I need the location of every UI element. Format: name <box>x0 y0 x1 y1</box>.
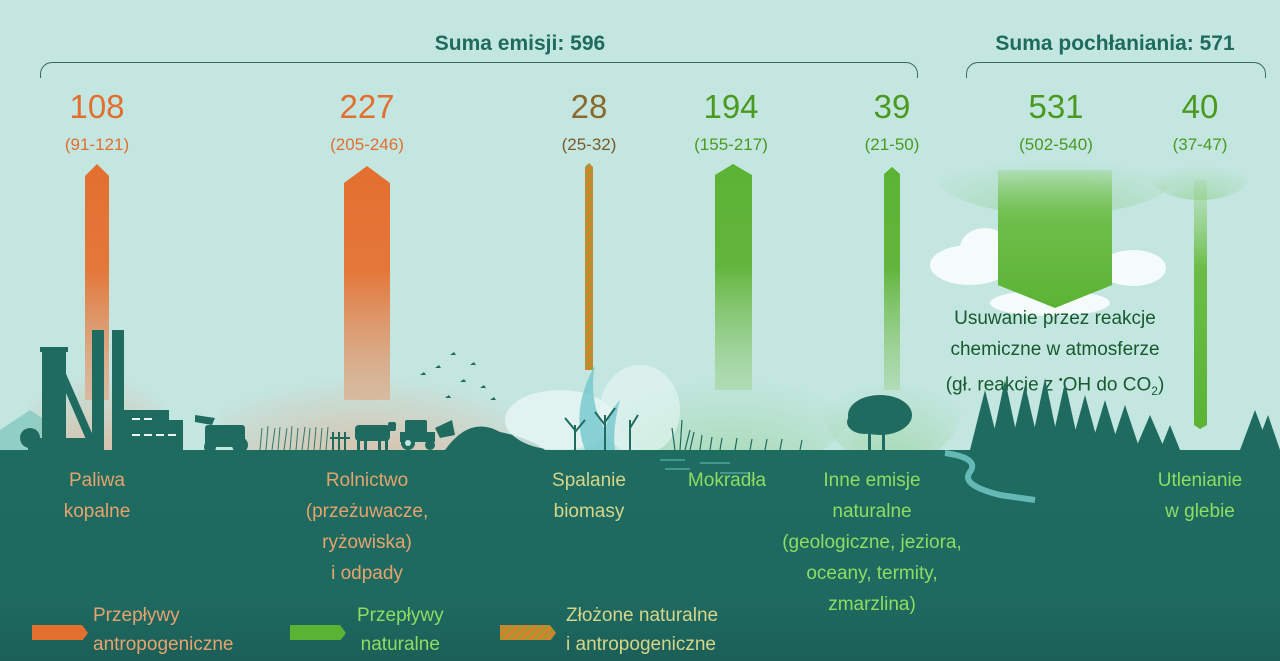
tree-icon <box>847 395 912 450</box>
note-line-2: chemiczne w atmosferze <box>950 339 1160 360</box>
agriculture-value: 227 <box>339 88 395 125</box>
fire-icon <box>579 365 620 450</box>
atmosphere-removal-note: Usuwanie przez reakcje chemiczne w atmos… <box>920 303 1190 407</box>
ground <box>0 450 1280 661</box>
river-icon <box>944 450 1036 503</box>
soil-sink-range: (37-47) <box>1172 135 1228 154</box>
crop-field-icon <box>259 425 329 451</box>
note-line-3: (gł. reakcje z •OH do CO2) <box>945 374 1165 399</box>
wetlands-range: (155-217) <box>694 135 768 154</box>
legend-mixed-label: Złożone naturalne i antropogeniczne <box>566 605 719 655</box>
biomass-value: 28 <box>570 88 608 125</box>
biomass-range: (25-32) <box>561 135 617 154</box>
harvester-icon <box>195 415 248 453</box>
cow-icon <box>355 422 396 450</box>
landscape-silhouette <box>0 330 1280 455</box>
emissions-brace <box>40 62 918 78</box>
waste-pile-icon <box>445 426 545 450</box>
atmosphere-arrow-overlay <box>998 170 1112 308</box>
fossil-value: 108 <box>69 88 125 125</box>
sinks-brace <box>966 62 1266 78</box>
fossil-range: (91-121) <box>64 135 130 154</box>
factory-icon <box>92 330 183 450</box>
legend-anthropogenic-swatch <box>32 625 88 640</box>
wetlands-value: 194 <box>703 88 759 125</box>
emissions-total-title: Suma emisji: 596 <box>434 32 606 55</box>
other-natural-range: (21-50) <box>864 135 920 154</box>
burnt-trees-icon <box>564 407 639 450</box>
label-wetlands: Mokradła <box>687 470 767 491</box>
soil-sink-value: 40 <box>1181 88 1219 125</box>
legend-natural-label: Przepływy naturalne <box>357 605 444 655</box>
legend-natural-swatch <box>290 625 346 640</box>
label-fossil-fuels: Paliwa kopalne <box>63 470 131 522</box>
other-natural-value: 39 <box>873 88 911 125</box>
fence-icon <box>330 432 350 450</box>
reeds-icon <box>671 419 803 451</box>
sinks-total-title: Suma pochłaniania: 571 <box>995 32 1235 55</box>
legend-anthropogenic-label: Przepływy antropogeniczne <box>93 605 234 655</box>
legend-mixed-swatch <box>500 625 556 640</box>
label-soil-oxidation: Utlenianie w glebie <box>1157 470 1243 522</box>
note-line-1: Usuwanie przez reakcje <box>954 308 1156 329</box>
atmosphere-sink-value: 531 <box>1028 88 1084 125</box>
wetland-water-icon <box>660 459 750 474</box>
label-biomass-burning: Spalanie biomasy <box>552 470 626 522</box>
label-agriculture-waste: Rolnictwo (przeżuwacze, ryżowiska) i odpad… <box>305 470 429 584</box>
tractor-icon <box>400 420 455 450</box>
agriculture-range: (205-246) <box>330 135 404 154</box>
forest-icon <box>970 378 1280 450</box>
mine-tower-icon <box>20 347 98 450</box>
label-other-natural: Inne emisje naturalne (geologiczne, jezio… <box>782 470 962 615</box>
birds-icon <box>420 352 496 400</box>
